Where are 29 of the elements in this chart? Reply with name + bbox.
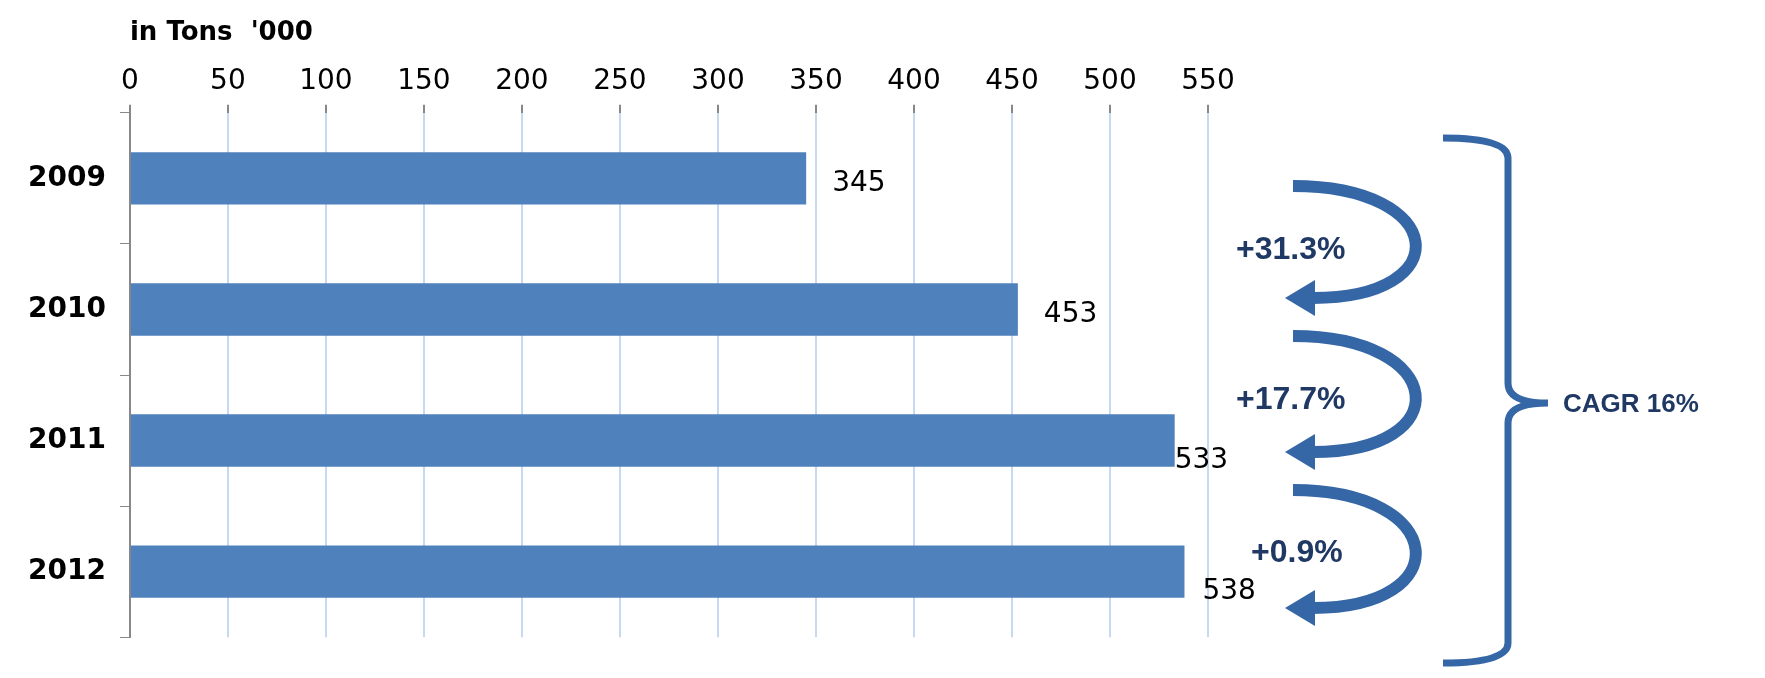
text: +17.7% (1236, 380, 1346, 417)
x-tick-label: 200 (495, 63, 549, 97)
x-tick-label: 0 (121, 63, 139, 97)
data-label: 533 (1174, 441, 1229, 475)
x-tick-label: 300 (691, 63, 745, 97)
data-label: 538 (1202, 572, 1256, 606)
bar (130, 545, 1185, 598)
data-label: 345 (832, 164, 886, 198)
text: +31.3% (1236, 230, 1346, 267)
x-tick-label: 450 (985, 63, 1039, 97)
y-tick-label: 2011 (27, 421, 106, 455)
x-tick-label: 400 (887, 63, 941, 97)
x-tick-label: 50 (210, 63, 246, 97)
bar (130, 414, 1175, 467)
x-tick-label: 550 (1181, 63, 1235, 97)
x-tick-label: 350 (789, 63, 843, 97)
x-axis-title: in Tons '000 (129, 16, 313, 47)
x-tick-label: 150 (397, 63, 451, 97)
x-tick-label: 250 (593, 63, 647, 97)
data-label: 453 (1043, 295, 1098, 329)
text: +0.9% (1251, 533, 1343, 570)
bar (130, 283, 1018, 336)
x-tick-label: 500 (1083, 63, 1137, 97)
text: CAGR 16% (1563, 388, 1699, 419)
y-tick-label: 2012 (27, 552, 106, 586)
y-tick-label: 2009 (27, 159, 106, 193)
x-tick-label: 100 (299, 63, 353, 97)
bar (130, 152, 807, 205)
y-tick-label: 2010 (27, 290, 106, 324)
